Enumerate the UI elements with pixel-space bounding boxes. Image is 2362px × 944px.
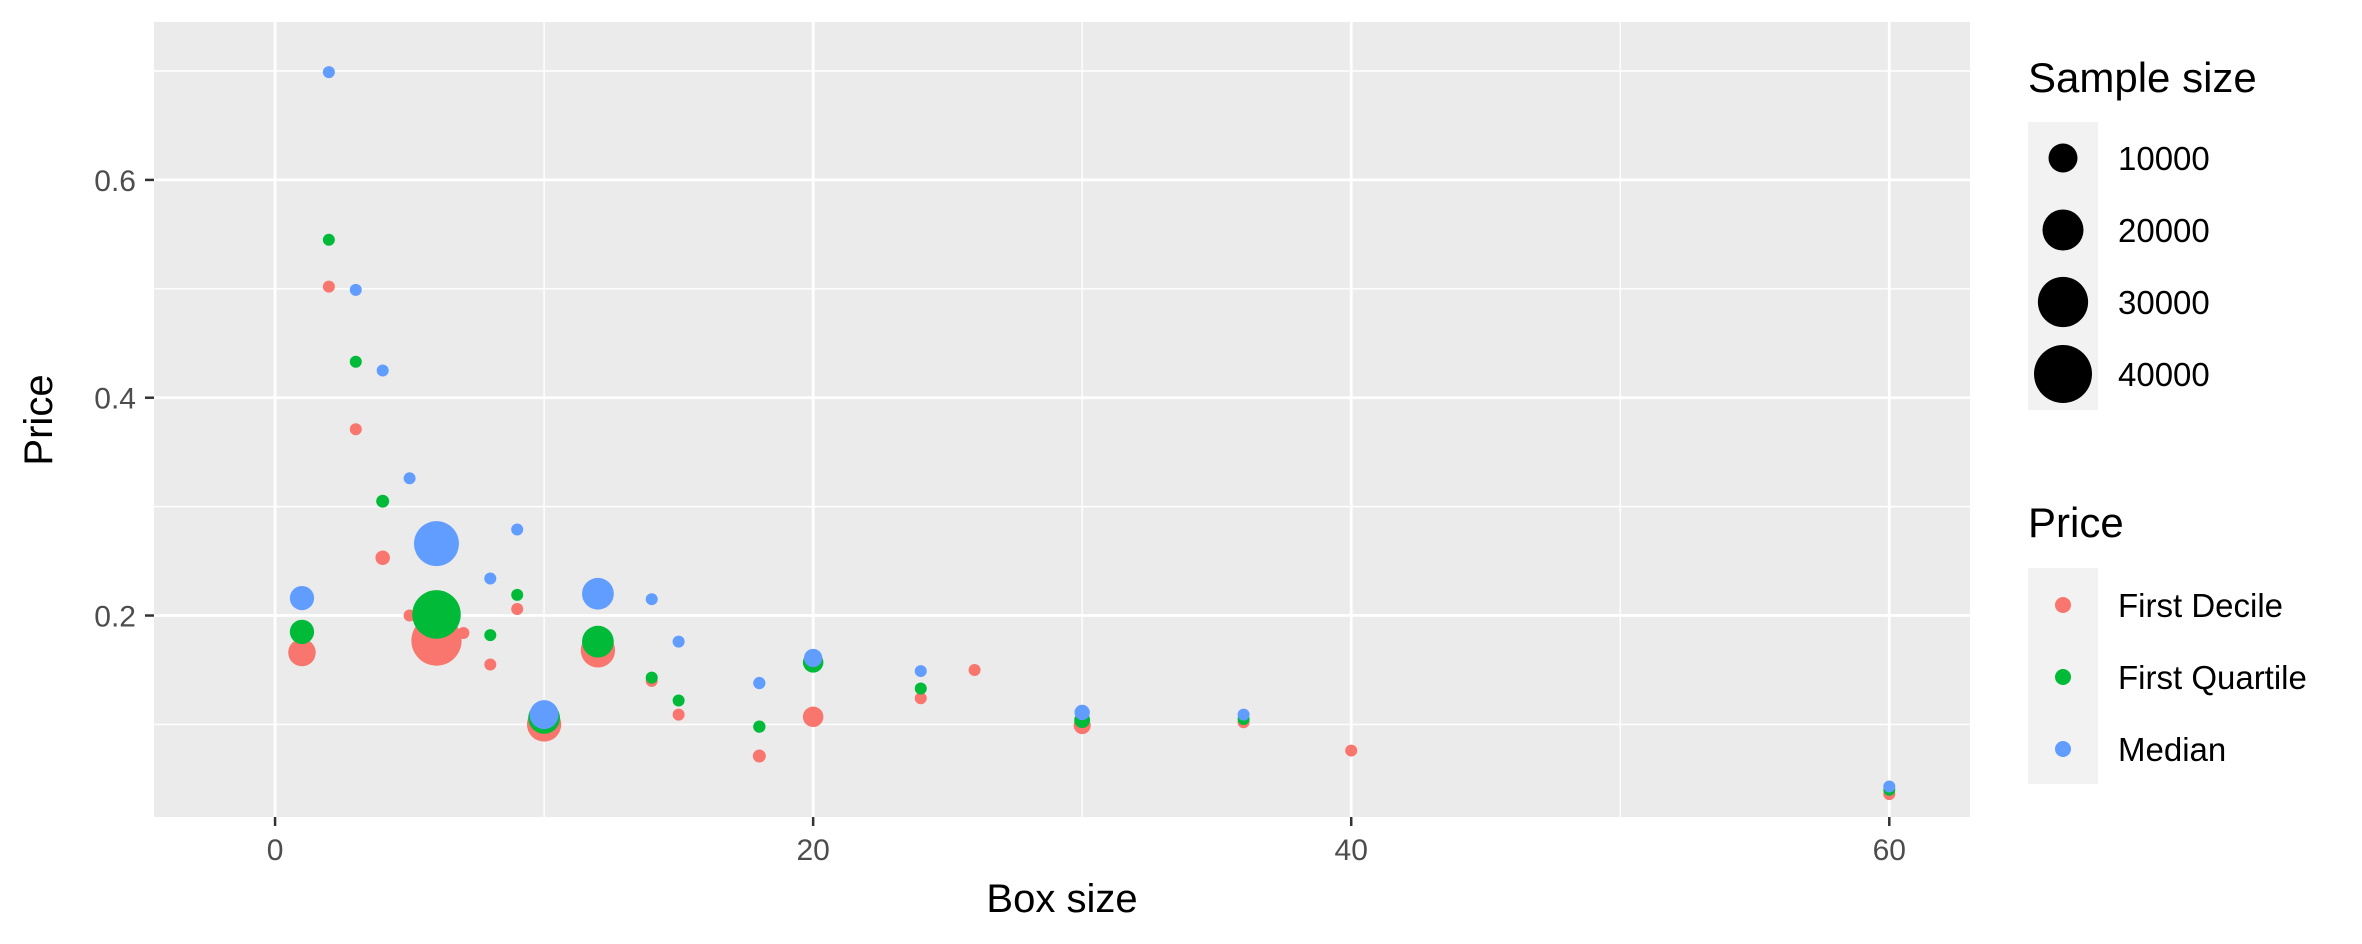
data-point (672, 694, 685, 707)
y-tick-label: 0.4 (94, 383, 136, 416)
y-tick-label: 0.2 (94, 601, 136, 634)
data-point (582, 577, 614, 610)
data-point (752, 749, 766, 763)
data-point (672, 708, 685, 721)
data-point (582, 625, 614, 658)
y-axis-title: Price (17, 374, 61, 465)
data-point (484, 572, 497, 585)
data-point (914, 692, 927, 705)
data-point (1074, 704, 1090, 721)
size-legend-label: 30000 (2118, 284, 2210, 321)
data-point (412, 590, 461, 639)
data-point (349, 423, 362, 436)
data-point (414, 521, 459, 567)
data-point (1883, 780, 1896, 793)
data-point (511, 523, 524, 536)
data-point (322, 233, 335, 246)
data-point (376, 494, 390, 508)
x-tick-label: 0 (267, 834, 284, 867)
data-point (288, 638, 316, 667)
color-legend: Price First Decile First Quartile Median (2028, 499, 2307, 784)
data-point (914, 665, 927, 678)
data-point (1237, 708, 1250, 721)
data-point (289, 585, 315, 611)
color-legend-key (2055, 669, 2071, 685)
size-legend-key (2048, 143, 2078, 173)
size-legend-label: 40000 (2118, 356, 2210, 393)
y-axis-ticks: 0.2 0.4 0.6 (94, 165, 154, 634)
data-point (511, 588, 524, 601)
data-point (1345, 744, 1358, 757)
x-tick-label: 60 (1873, 834, 1906, 867)
data-point (645, 593, 658, 606)
data-point (672, 635, 685, 648)
x-tick-label: 20 (796, 834, 829, 867)
data-point (375, 550, 390, 566)
color-legend-title: Price (2028, 499, 2124, 546)
size-legend: Sample size 10000 20000 30000 40000 (2028, 54, 2257, 410)
x-axis-title: Box size (986, 877, 1137, 921)
data-point (403, 472, 416, 485)
color-legend-key (2055, 597, 2071, 613)
size-legend-label: 20000 (2118, 212, 2210, 249)
data-point (484, 629, 497, 642)
data-point (803, 648, 823, 668)
color-legend-label: First Decile (2118, 587, 2283, 624)
data-point (376, 364, 389, 377)
data-point (289, 619, 315, 644)
data-point (968, 663, 981, 676)
data-point (914, 682, 927, 695)
data-point (645, 671, 658, 684)
panel-background (154, 22, 1970, 817)
data-point (484, 658, 497, 671)
color-legend-label: Median (2118, 731, 2226, 768)
y-tick-label: 0.6 (94, 165, 136, 198)
data-point (753, 676, 766, 690)
data-point (511, 602, 524, 615)
color-legend-label: First Quartile (2118, 659, 2307, 696)
x-axis-ticks: 0 20 40 60 (267, 817, 1906, 867)
data-point (349, 283, 362, 296)
x-tick-label: 40 (1335, 834, 1368, 867)
data-point (529, 700, 559, 730)
data-points (288, 66, 1896, 801)
size-legend-key (2042, 209, 2084, 251)
color-legend-key (2055, 741, 2071, 757)
data-point (457, 626, 470, 639)
size-legend-label: 10000 (2118, 140, 2210, 177)
minor-gridlines (154, 22, 1970, 817)
size-legend-key (2037, 276, 2089, 328)
data-point (322, 66, 335, 79)
size-legend-title: Sample size (2028, 54, 2257, 101)
data-point (753, 720, 766, 733)
size-legend-key (2034, 345, 2092, 403)
data-point (322, 280, 335, 293)
data-point (349, 355, 362, 368)
data-point (802, 706, 824, 728)
